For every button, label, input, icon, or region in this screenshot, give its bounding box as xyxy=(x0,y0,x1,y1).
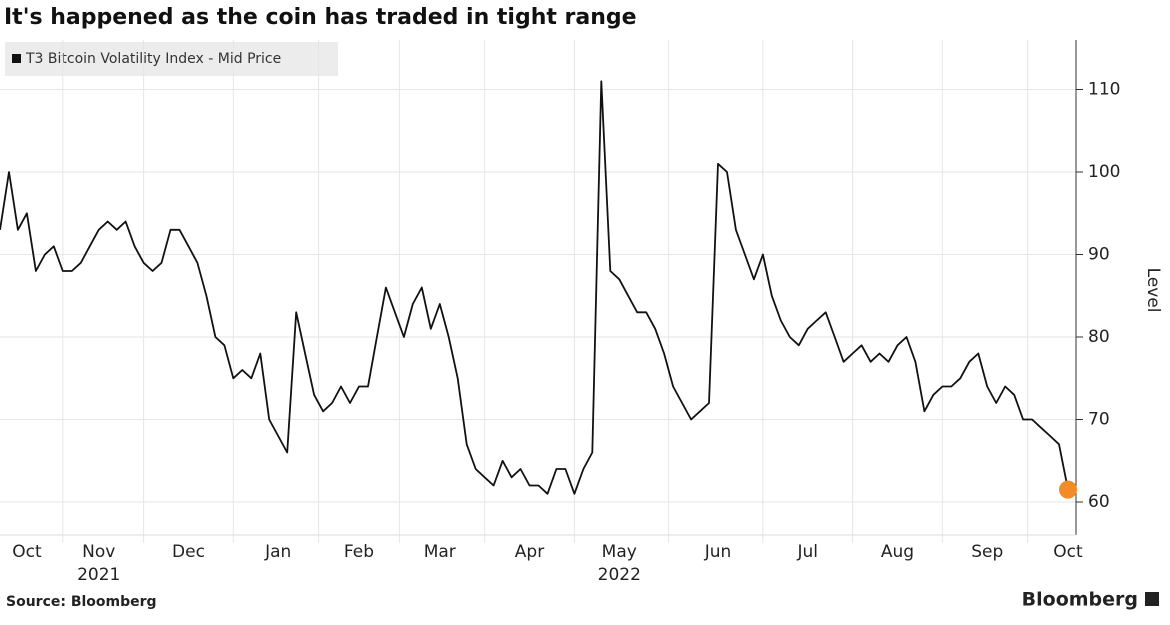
x-tick-label: May xyxy=(602,542,637,562)
x-tick-label: Sep xyxy=(971,542,1003,562)
x-tick-label: Oct xyxy=(1053,542,1083,562)
x-tick-label: Aug xyxy=(881,542,914,562)
x-tick-label: Nov xyxy=(82,542,115,562)
y-tick-label: 100 xyxy=(1088,162,1120,182)
chart-title: It's happened as the coin has traded in … xyxy=(4,5,637,30)
y-tick-label: 110 xyxy=(1088,80,1120,100)
y-axis-label: Level xyxy=(1143,268,1163,313)
x-tick-label: Dec xyxy=(172,542,205,562)
x-group-label: 2022 xyxy=(598,565,641,585)
x-tick-label: Mar xyxy=(424,542,456,562)
x-group-label: 2021 xyxy=(77,565,120,585)
legend-box xyxy=(5,42,338,76)
x-tick-label: Oct xyxy=(12,542,42,562)
last-point xyxy=(1059,480,1077,499)
data-line xyxy=(0,80,1069,495)
brand-icon xyxy=(1145,592,1159,606)
x-tick-label: Jun xyxy=(704,542,732,562)
y-tick-label: 60 xyxy=(1088,492,1110,512)
x-tick-label: Jul xyxy=(796,542,818,562)
y-tick-label: 70 xyxy=(1088,410,1110,430)
brand: Bloomberg xyxy=(1022,589,1138,611)
y-tick-label: 90 xyxy=(1088,245,1110,265)
legend-swatch xyxy=(12,54,21,63)
legend-label: T3 Bitcoin Volatility Index - Mid Price xyxy=(25,51,281,67)
x-tick-label: Apr xyxy=(515,542,544,562)
source: Source: Bloomberg xyxy=(6,594,157,610)
x-tick-label: Feb xyxy=(344,542,374,562)
x-tick-label: Jan xyxy=(264,542,291,562)
y-tick-label: 80 xyxy=(1088,327,1110,347)
